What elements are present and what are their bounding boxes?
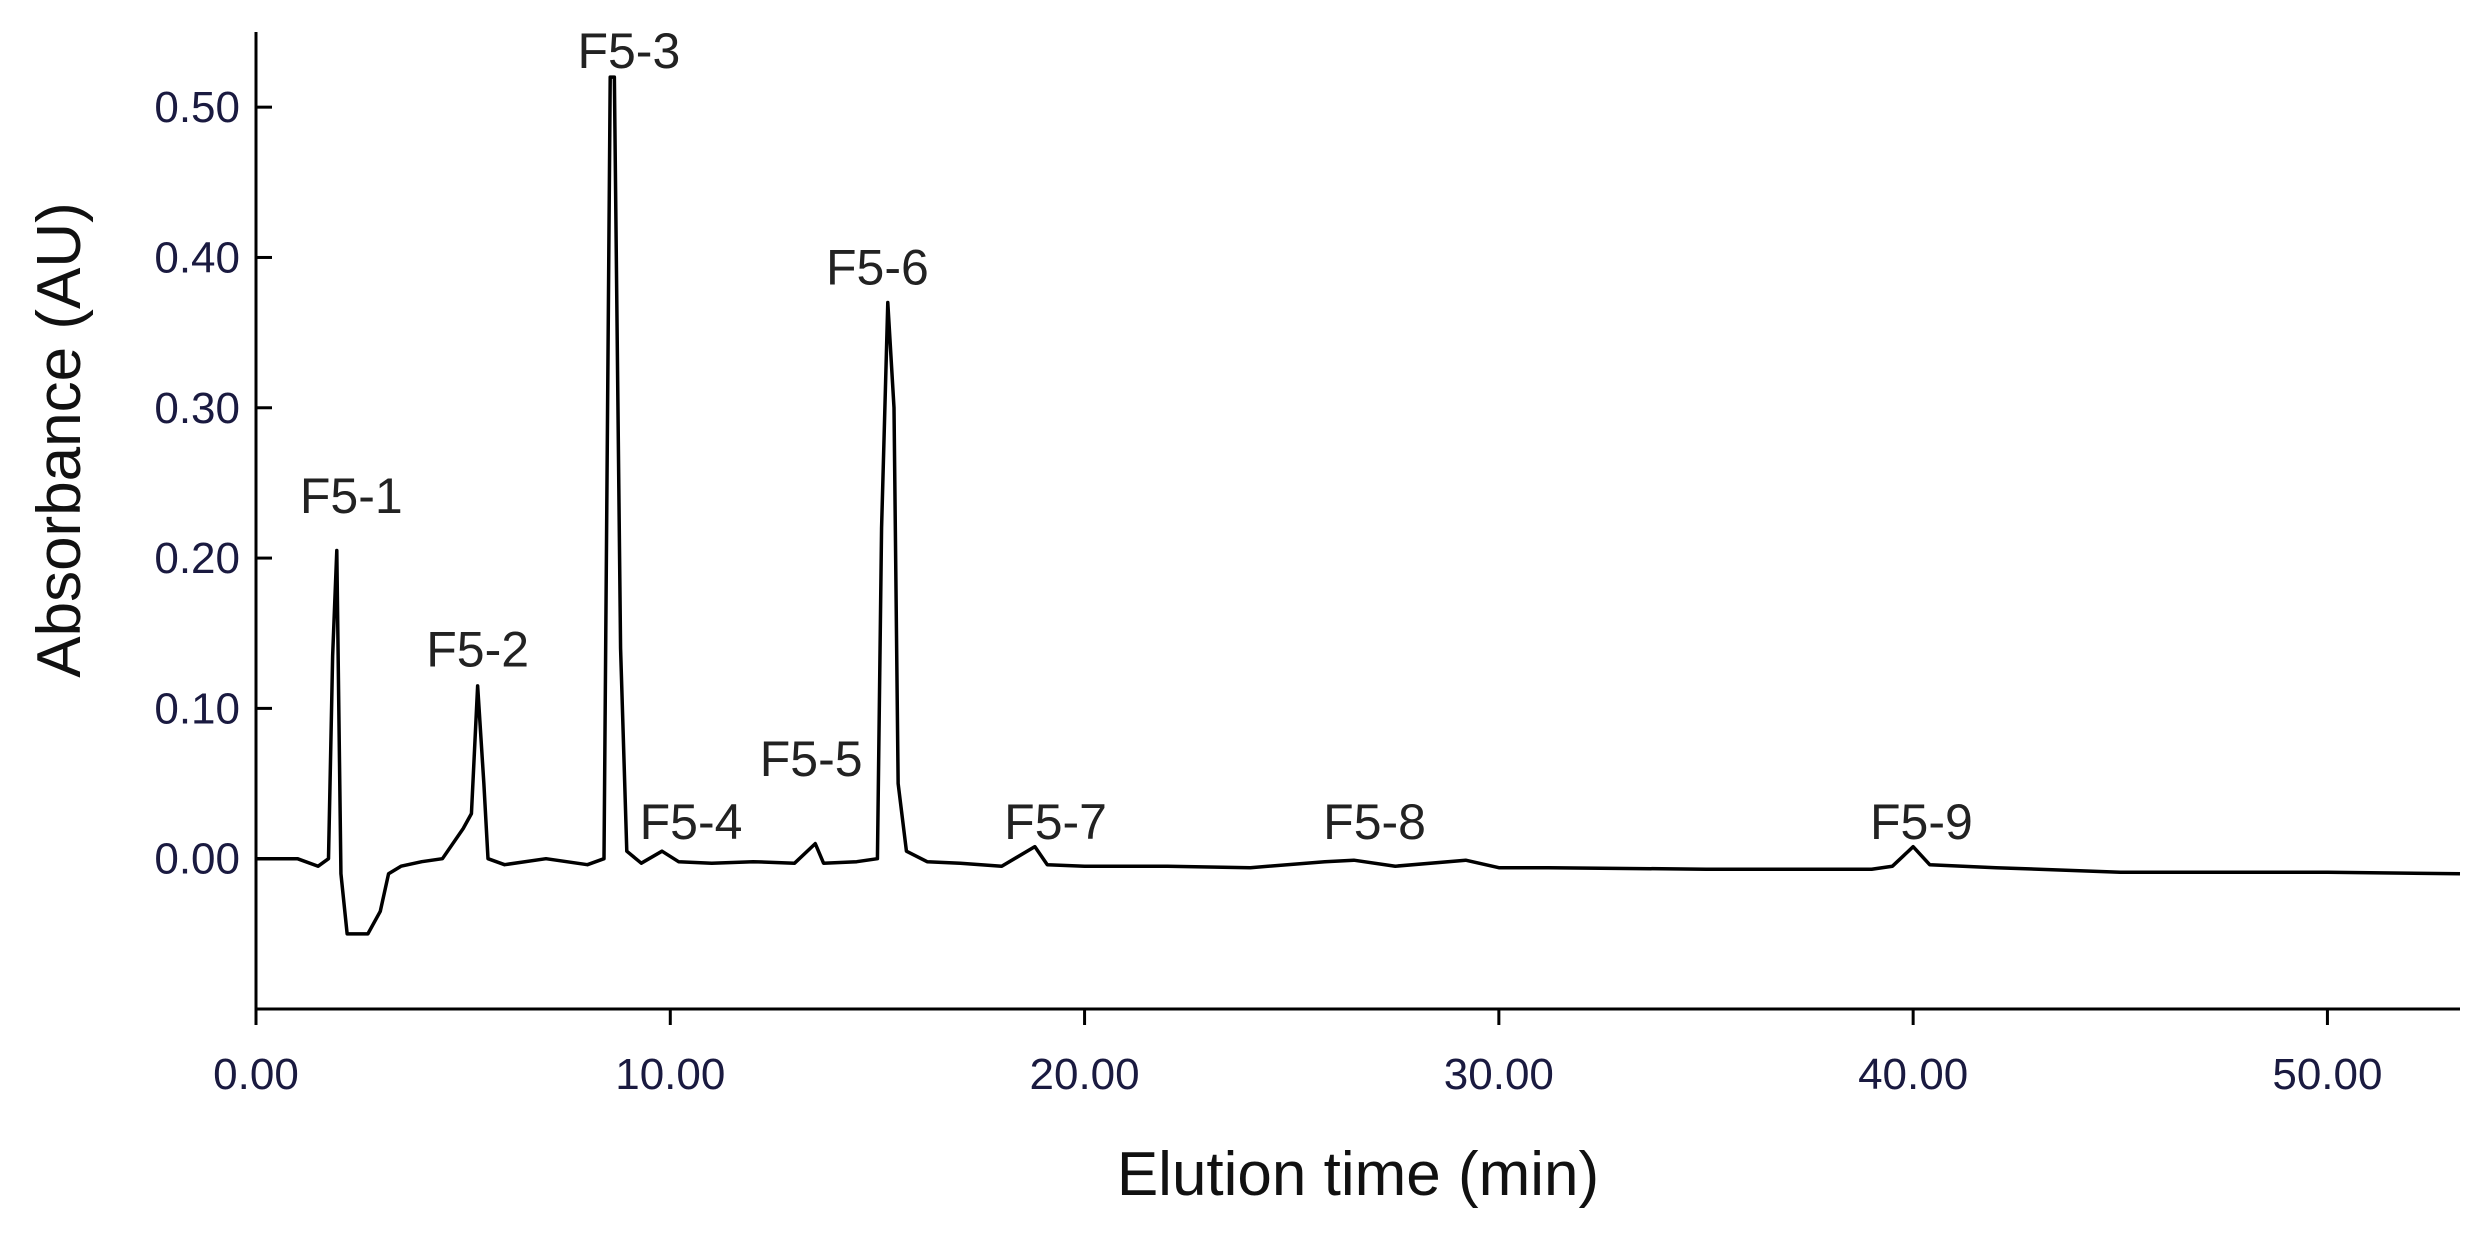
peak-label: F5-7 — [1004, 794, 1107, 850]
x-tick-label: 10.00 — [615, 1050, 725, 1099]
y-tick-label: 0.20 — [154, 534, 240, 583]
x-tick-label: 40.00 — [1858, 1050, 1968, 1099]
peak-label: F5-6 — [826, 240, 929, 296]
y-axis-title: Absorbance (AU) — [25, 202, 94, 678]
y-tick-label: 0.40 — [154, 233, 240, 282]
x-tick-label: 50.00 — [2272, 1050, 2382, 1099]
peak-label: F5-5 — [760, 731, 863, 787]
peak-label: F5-2 — [426, 621, 529, 677]
x-tick-label: 30.00 — [1444, 1050, 1554, 1099]
x-tick-label: 0.00 — [213, 1050, 299, 1099]
y-tick-label: 0.50 — [154, 83, 240, 132]
chromatogram-line — [256, 75, 2461, 936]
y-tick-label: 0.00 — [154, 835, 240, 884]
y-tick-label: 0.30 — [154, 384, 240, 433]
y-tick-label: 0.10 — [154, 684, 240, 733]
x-tick-label: 20.00 — [1030, 1050, 1140, 1099]
peak-label: F5-3 — [577, 23, 680, 79]
peak-label: F5-4 — [640, 794, 743, 850]
peak-label: F5-8 — [1323, 794, 1426, 850]
peak-label: F5-9 — [1870, 794, 1973, 850]
x-axis-title: Elution time (min) — [1117, 1140, 1599, 1209]
peak-label: F5-1 — [300, 468, 403, 524]
